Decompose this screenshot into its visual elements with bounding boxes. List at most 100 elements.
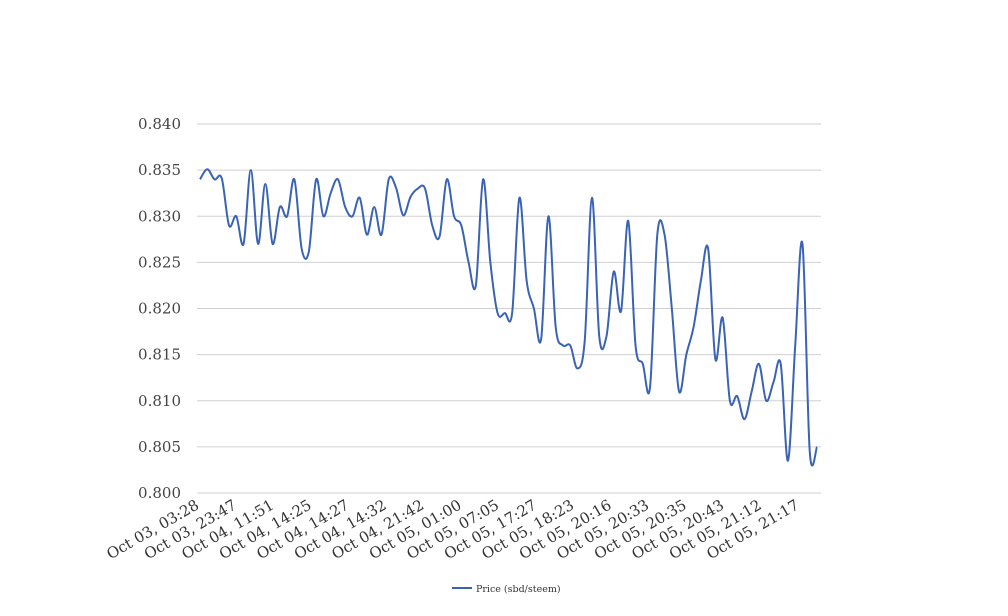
data-point [633,342,639,348]
data-point [422,186,428,192]
data-point [553,324,559,330]
y-tick-label: 0.840 [138,115,181,133]
data-point [734,393,740,399]
y-tick-label: 0.835 [138,161,181,179]
y-tick-label: 0.820 [138,300,181,318]
data-point [785,458,791,464]
data-point [712,356,718,362]
data-point [270,241,276,247]
data-point [683,352,689,358]
data-point [378,232,384,238]
data-point [770,379,776,385]
data-point [328,190,334,196]
data-point [807,448,813,454]
data-point [814,444,820,450]
data-point [538,336,544,342]
y-tick-label: 0.830 [138,207,181,225]
data-point [415,186,421,192]
data-point [371,204,377,210]
series-line-price [199,168,818,467]
data-point [516,195,522,201]
data-point [799,241,805,247]
data-point [255,241,261,247]
y-tick-label: 0.800 [138,484,181,502]
data-point [313,176,319,182]
data-point [495,310,501,316]
data-point [763,398,769,404]
data-point [212,176,218,182]
y-tick-label: 0.810 [138,392,181,410]
data-point [437,234,443,240]
data-point [284,213,290,219]
y-axis-ticks: 0.800 0.805 0.810 0.815 0.820 0.825 0.830 0.835… [138,115,181,502]
data-point [277,204,283,210]
data-point [335,176,341,182]
data-point [691,324,697,330]
data-point [509,310,515,316]
data-point [349,213,355,219]
data-point [676,389,682,395]
data-point [545,213,551,219]
data-point [400,212,406,218]
data-point [625,218,631,224]
y-tick-label: 0.815 [138,346,181,364]
legend: Price (sbd/steem) [452,584,561,595]
data-point [219,175,225,181]
data-point [320,213,326,219]
data-point [611,269,617,275]
data-point [197,176,203,182]
data-point [662,232,668,238]
data-point [408,194,414,200]
data-point [749,389,755,395]
data-point [466,259,472,265]
data-point [698,278,704,284]
data-point [480,176,486,182]
data-point [727,398,733,404]
data-point [444,176,450,182]
data-point [248,167,254,173]
data-point [560,342,566,348]
data-point [429,222,435,228]
data-point [357,195,363,201]
data-point [451,213,457,219]
data-point [720,315,726,321]
gridlines [197,123,821,494]
data-point [342,204,348,210]
data-point [473,282,479,288]
data-point [386,176,392,182]
data-point [618,308,624,314]
y-tick-label: 0.825 [138,253,181,271]
data-point [262,181,268,187]
data-point [603,333,609,339]
data-point [640,361,646,367]
data-point [567,342,573,348]
data-point [574,365,580,371]
data-point [531,306,537,312]
data-point [647,384,653,390]
series-layer [197,167,820,467]
data-point [792,342,798,348]
data-point [669,306,675,312]
data-point [393,185,399,191]
data-point [233,213,239,219]
data-point [291,176,297,182]
data-point [582,338,588,344]
data-point [241,241,247,247]
data-point [306,248,312,254]
data-point [458,222,464,228]
data-point [226,222,232,228]
data-point [364,232,370,238]
y-tick-label: 0.805 [138,438,181,456]
data-point [299,246,305,252]
data-point [756,361,762,367]
legend-label: Price (sbd/steem) [476,584,561,595]
data-point [524,278,530,284]
data-point [596,333,602,339]
data-point [705,246,711,252]
data-point [778,361,784,367]
data-point [502,310,508,316]
data-point [487,259,493,265]
